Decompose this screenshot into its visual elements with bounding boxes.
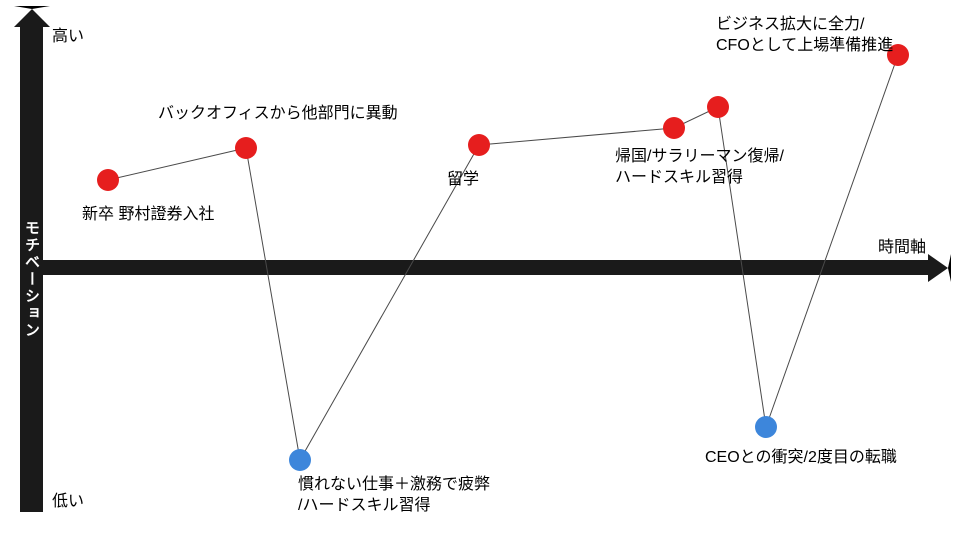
motivation-timeline-chart: モチベーション 時間軸 高い 低い 新卒 野村證券入社 バックオフィスから他部門に… [0, 0, 960, 540]
data-point-label: 新卒 野村證券入社 [82, 205, 214, 226]
data-point-label: ビジネス拡大に全力/ CFOとして上場準備推進 [716, 15, 893, 57]
scale-label-high: 高い [52, 27, 84, 48]
data-point [663, 117, 685, 139]
data-point-label: 帰国/サラリーマン復帰/ ハードスキル習得 [615, 147, 784, 189]
data-point [707, 96, 729, 118]
data-point [468, 134, 490, 156]
x-axis-bar [43, 260, 933, 275]
x-axis-arrowhead [928, 254, 951, 282]
y-axis-label: モチベーション [21, 220, 42, 339]
data-point [755, 416, 777, 438]
data-point [235, 137, 257, 159]
x-axis-label: 時間軸 [878, 238, 926, 259]
data-point-label: 留学 [447, 170, 479, 191]
scale-label-low: 低い [52, 492, 84, 513]
data-point-label: 慣れない仕事＋激務で疲弊 /ハードスキル習得 [298, 475, 490, 517]
data-point-label: バックオフィスから他部門に異動 [158, 104, 398, 125]
data-point-label: CEOとの衝突/2度目の転職 [705, 448, 897, 469]
data-point [97, 169, 119, 191]
y-axis-arrowhead [14, 6, 50, 27]
data-point [289, 449, 311, 471]
